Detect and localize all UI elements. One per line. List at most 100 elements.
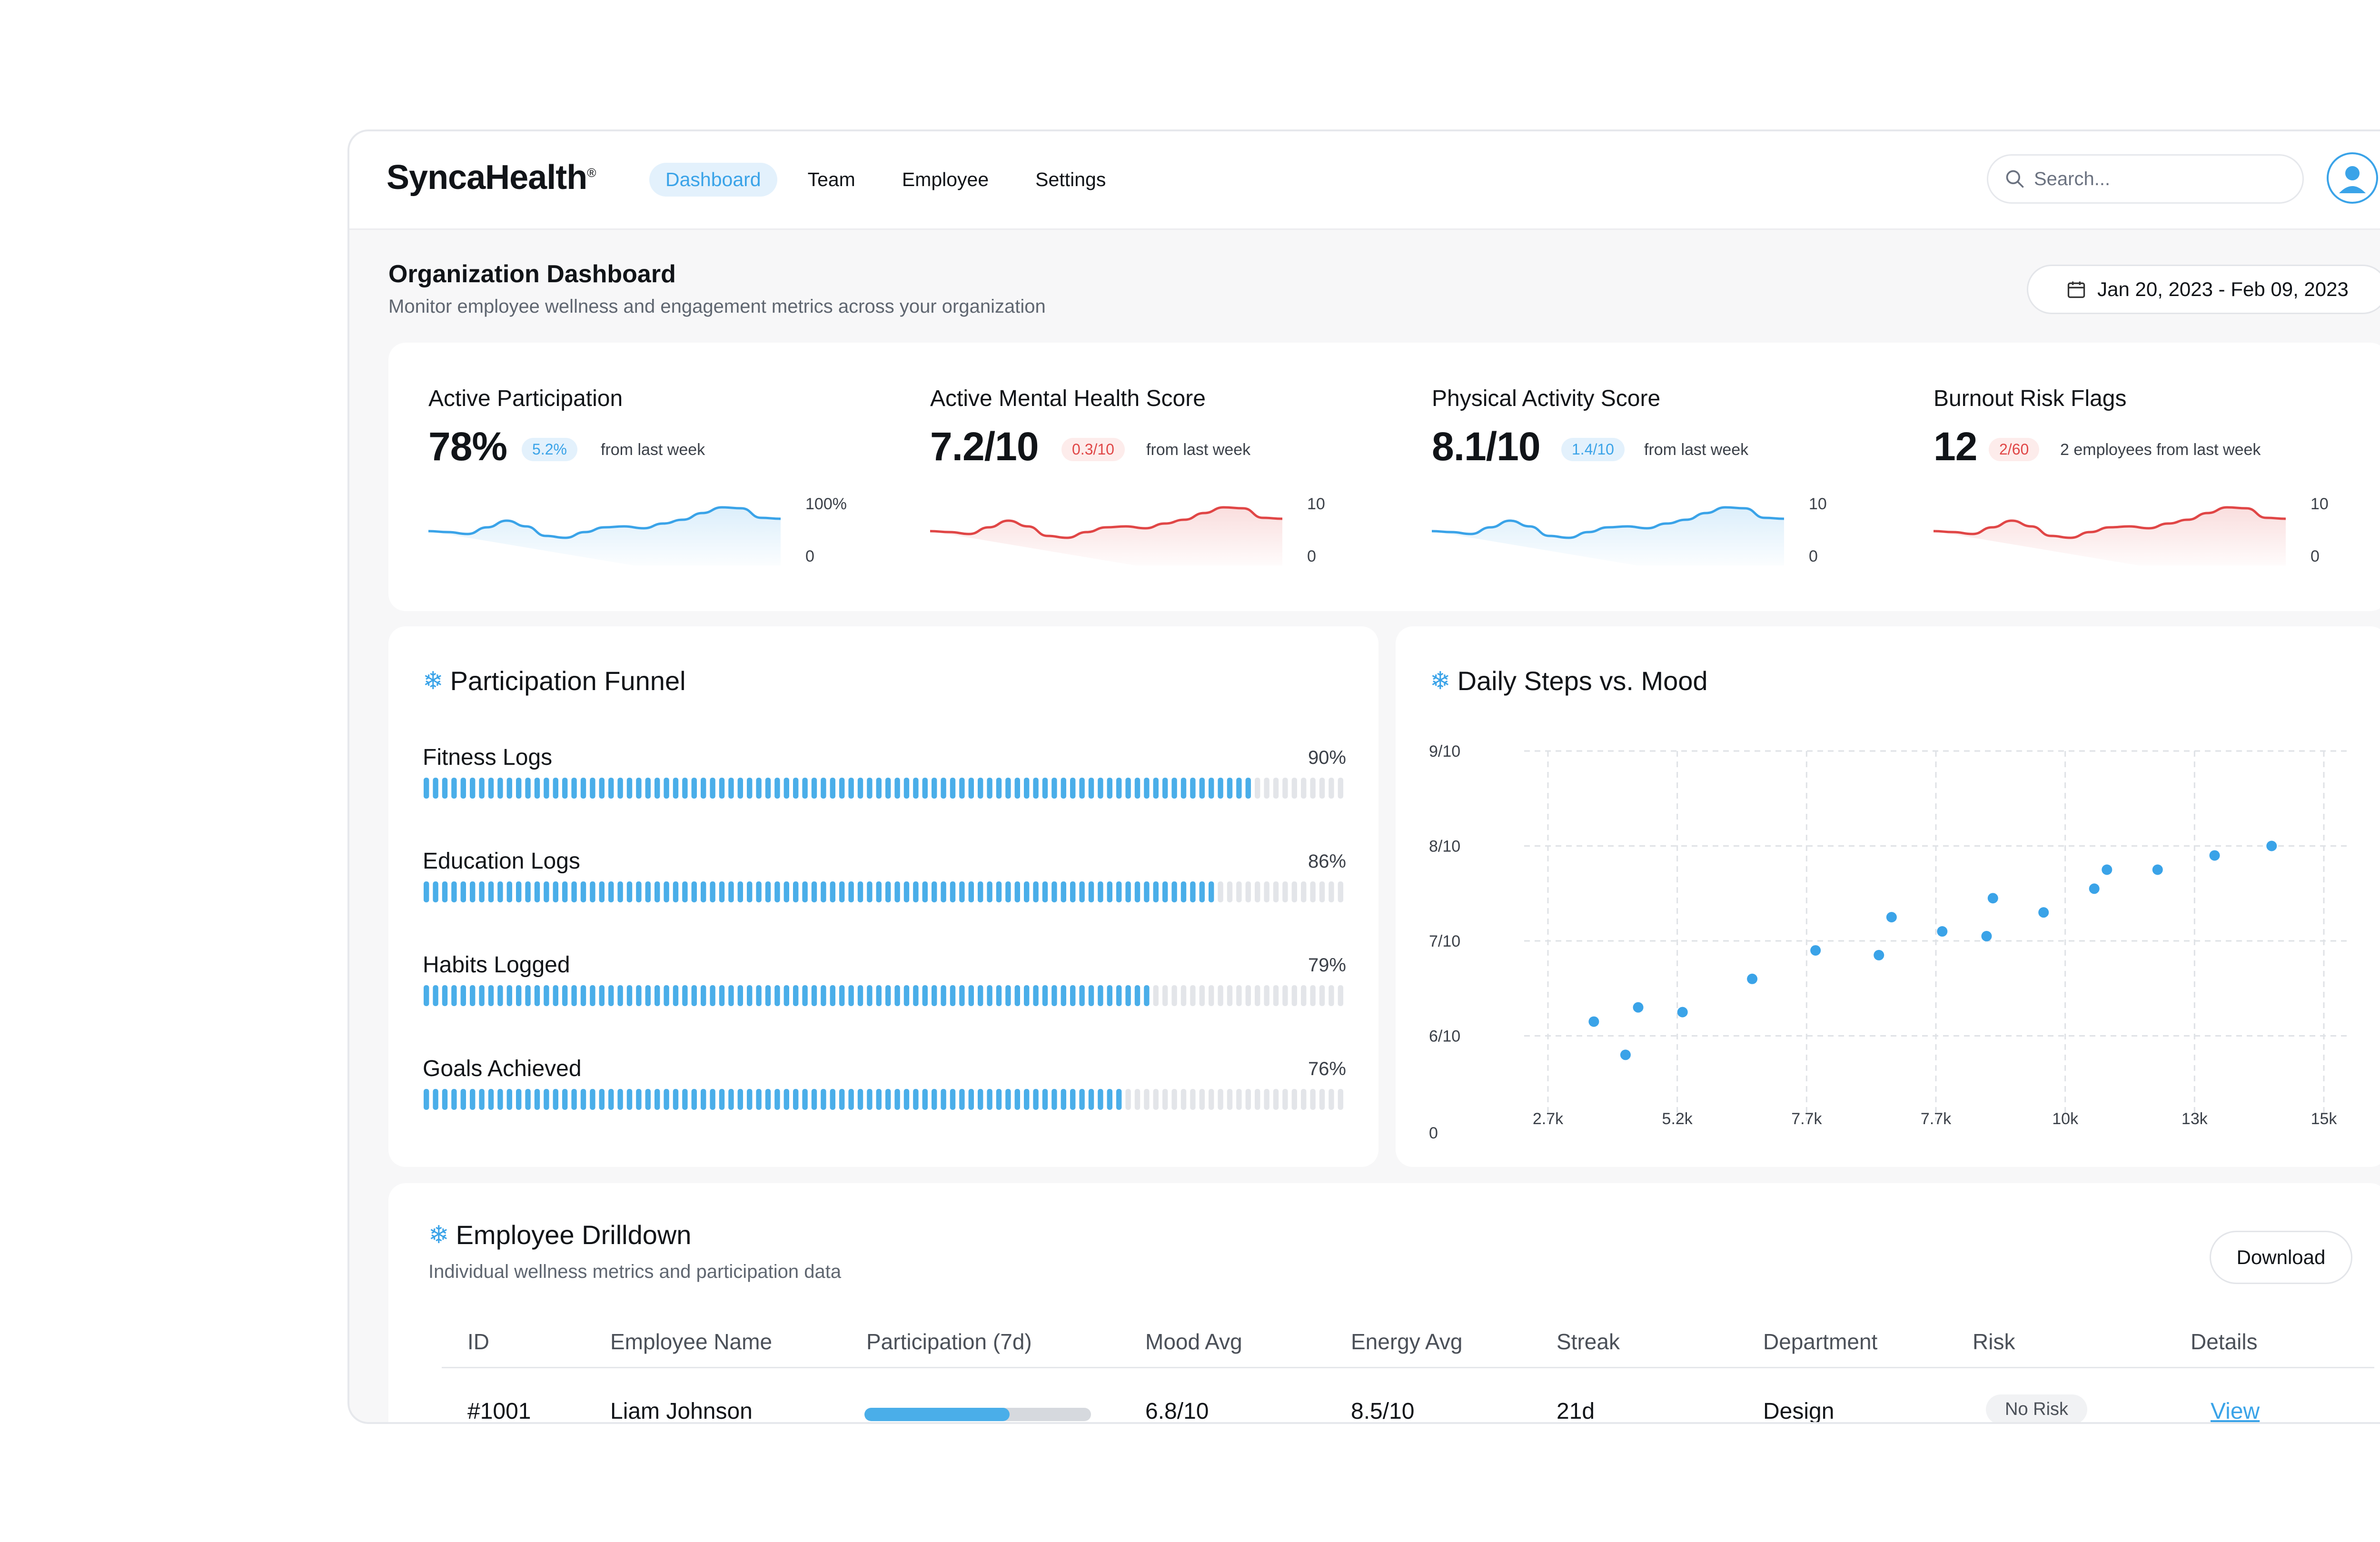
scatter-point[interactable] xyxy=(1677,1007,1688,1018)
funnel-segment-filled xyxy=(701,1089,706,1110)
funnel-segment-filled xyxy=(590,985,595,1006)
funnel-segment-filled xyxy=(793,1089,799,1110)
funnel-segment-empty xyxy=(1310,985,1316,1006)
funnel-segment-filled xyxy=(645,778,651,799)
nav-settings[interactable]: Settings xyxy=(1035,168,1106,190)
funnel-segment-filled xyxy=(1125,778,1131,799)
funnel-segment-filled xyxy=(470,985,476,1006)
column-header-id[interactable]: ID xyxy=(467,1329,489,1354)
funnel-segment-filled xyxy=(903,1089,910,1110)
funnel-segment-filled xyxy=(830,778,835,799)
funnel-segment-filled xyxy=(1079,985,1085,1006)
funnel-segment-filled xyxy=(811,1089,817,1110)
funnel-segment-filled xyxy=(497,985,503,1006)
search-input[interactable] xyxy=(2033,168,2273,190)
scatter-point[interactable] xyxy=(1620,1049,1631,1060)
funnel-progress-bar xyxy=(424,1089,1343,1110)
column-header-department[interactable]: Department xyxy=(1763,1329,1878,1354)
kpi-change-note: from last week xyxy=(1644,441,1749,459)
participation-funnel-card: ❄ Participation Funnel Fitness Logs 90% … xyxy=(388,626,1378,1167)
funnel-segment-empty xyxy=(1282,881,1288,902)
download-button[interactable]: Download xyxy=(2210,1231,2352,1284)
calendar-icon xyxy=(2067,281,2085,298)
funnel-segment-filled xyxy=(479,985,485,1006)
scatter-point[interactable] xyxy=(2089,883,2100,894)
scatter-point[interactable] xyxy=(2152,864,2163,875)
funnel-segment-filled xyxy=(1070,1089,1076,1110)
scatter-point[interactable] xyxy=(1810,945,1821,956)
column-header-energy[interactable]: Energy Avg xyxy=(1351,1329,1463,1354)
funnel-segment-filled xyxy=(525,778,531,799)
funnel-segment-filled xyxy=(894,1089,900,1110)
scatter-point[interactable] xyxy=(1937,926,1948,937)
funnel-segment-empty xyxy=(1329,985,1334,1006)
nav-team[interactable]: Team xyxy=(807,168,855,190)
scatter-point[interactable] xyxy=(1588,1016,1599,1027)
funnel-segment-filled xyxy=(544,778,549,799)
funnel-segment-filled xyxy=(479,1089,485,1110)
funnel-segment-empty xyxy=(1144,1089,1150,1110)
funnel-segment-empty xyxy=(1301,778,1307,799)
scatter-point[interactable] xyxy=(1633,1002,1644,1013)
funnel-segment-empty xyxy=(1209,985,1214,1006)
column-header-risk[interactable]: Risk xyxy=(1973,1329,2015,1354)
funnel-segment-filled xyxy=(747,1089,753,1110)
scatter-point[interactable] xyxy=(1987,893,1998,904)
funnel-segment-filled xyxy=(867,1089,873,1110)
funnel-segment-filled xyxy=(857,778,863,799)
column-header-mood[interactable]: Mood Avg xyxy=(1145,1329,1242,1354)
brand-logo[interactable]: SyncaHealth® xyxy=(387,158,596,197)
funnel-segment-filled xyxy=(848,985,854,1006)
search-box[interactable] xyxy=(1987,154,2304,204)
funnel-segment-filled xyxy=(1024,985,1030,1006)
funnel-segment-filled xyxy=(728,1089,734,1110)
nav-employee[interactable]: Employee xyxy=(902,168,989,190)
funnel-segment-filled xyxy=(857,985,863,1006)
scatter-point[interactable] xyxy=(2038,907,2049,918)
scatter-point[interactable] xyxy=(2209,850,2220,861)
scatter-point[interactable] xyxy=(2266,840,2277,851)
funnel-segment-filled xyxy=(516,1089,522,1110)
funnel-segment-filled xyxy=(728,985,734,1006)
funnel-segment-filled xyxy=(1014,881,1020,902)
funnel-segment-filled xyxy=(488,1089,494,1110)
funnel-segment-filled xyxy=(682,985,688,1006)
funnel-segment-filled xyxy=(1005,778,1011,799)
scatter-point[interactable] xyxy=(1981,931,1992,942)
funnel-segment-filled xyxy=(737,1089,743,1110)
x-tick-label: 7.7k xyxy=(1791,1110,1822,1128)
funnel-segment-filled xyxy=(571,1089,577,1110)
date-range-picker[interactable]: Jan 20, 2023 - Feb 09, 2023 xyxy=(2027,265,2380,314)
funnel-segment-empty xyxy=(1282,985,1288,1006)
column-header-participation[interactable]: Participation (7d) xyxy=(866,1329,1032,1354)
funnel-segment-filled xyxy=(1088,985,1094,1006)
scatter-point[interactable] xyxy=(1747,973,1758,984)
scatter-point[interactable] xyxy=(1886,912,1897,923)
funnel-segment-filled xyxy=(783,985,789,1006)
funnel-row: Fitness Logs 90% xyxy=(423,744,1346,825)
funnel-segment-filled xyxy=(710,881,715,902)
kpi-value: 7.2/10 xyxy=(930,424,1039,469)
nav-dashboard[interactable]: Dashboard xyxy=(649,163,777,197)
funnel-segment-empty xyxy=(1301,985,1307,1006)
scatter-point[interactable] xyxy=(1874,949,1884,960)
funnel-segment-filled xyxy=(1107,881,1112,902)
scatter-point[interactable] xyxy=(2102,864,2112,875)
cell-id: #1001 xyxy=(467,1399,531,1424)
funnel-segment-empty xyxy=(1282,1089,1288,1110)
funnel-segment-filled xyxy=(433,1089,438,1110)
column-header-name[interactable]: Employee Name xyxy=(610,1329,773,1354)
column-header-details[interactable]: Details xyxy=(2191,1329,2258,1354)
funnel-segment-filled xyxy=(1162,881,1168,902)
column-header-streak[interactable]: Streak xyxy=(1557,1329,1620,1354)
funnel-segment-filled xyxy=(950,881,956,902)
view-details-link[interactable]: View xyxy=(2211,1399,2260,1424)
funnel-segment-filled xyxy=(636,1089,642,1110)
sparkline-axis-top: 100% xyxy=(805,495,847,513)
user-avatar[interactable] xyxy=(2327,152,2378,204)
sparkline-area xyxy=(930,507,1282,565)
funnel-segment-filled xyxy=(553,985,558,1006)
funnel-segment-filled xyxy=(968,985,974,1006)
funnel-segment-filled xyxy=(470,1089,476,1110)
funnel-segment-filled xyxy=(506,778,512,799)
